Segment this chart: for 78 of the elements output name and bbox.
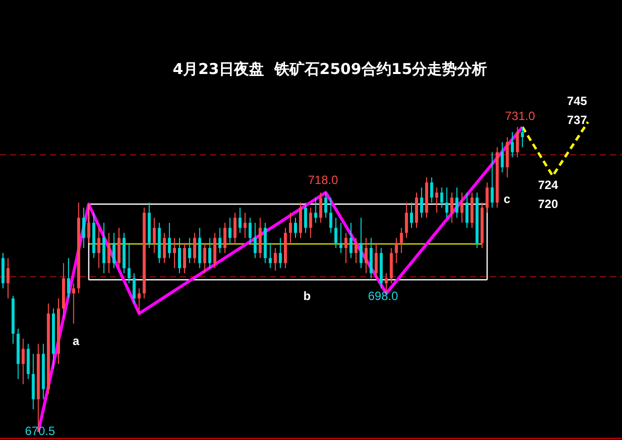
candlestick (152, 217, 156, 254)
candlestick (354, 237, 358, 264)
candlestick (288, 212, 292, 244)
candlestick (233, 212, 236, 244)
candlestick (6, 258, 10, 299)
candlestick (193, 232, 196, 264)
candlestick (278, 237, 282, 269)
candlestick (248, 217, 252, 244)
annotation: 724 (538, 178, 558, 192)
candlestick (404, 202, 408, 238)
candlestick (172, 237, 176, 269)
candlestick (500, 142, 504, 173)
candlestick (455, 186, 458, 218)
candlestick (520, 126, 524, 148)
candlestick (440, 186, 444, 208)
candlestick (410, 202, 413, 228)
candlestick (22, 338, 25, 385)
candlestick (82, 207, 86, 248)
candlestick (244, 212, 247, 238)
candlestick (445, 186, 448, 218)
candlestick (334, 217, 338, 248)
candlestick (178, 237, 182, 274)
candlestick (294, 217, 297, 238)
candlestick (314, 197, 318, 224)
annotation: 718.0 (308, 173, 338, 187)
candlestick (138, 288, 141, 314)
candlestick (162, 232, 166, 264)
candlestick (435, 186, 438, 214)
candlestick (112, 232, 116, 269)
candlestick (208, 237, 212, 269)
candlestick (344, 232, 348, 264)
candlestick (228, 217, 232, 244)
candlestick (465, 192, 468, 228)
candlestick (339, 222, 342, 254)
candlestick (364, 237, 368, 274)
candlestick (349, 222, 352, 259)
text: 731.0 (504, 109, 536, 123)
candlestick (238, 207, 242, 234)
candlestick (254, 222, 257, 259)
candlestick (72, 282, 76, 324)
candlestick (460, 192, 464, 224)
candlestick (128, 242, 131, 284)
candlestick (168, 222, 171, 259)
candlestick (490, 152, 494, 208)
candlestick (510, 132, 514, 158)
candlestick (268, 242, 272, 269)
candlestick (132, 272, 136, 304)
candlestick (218, 227, 222, 254)
candlestick (309, 207, 312, 238)
annotation: 720 (538, 197, 558, 211)
annotation: 698.0 (368, 289, 398, 303)
candlestick (516, 126, 519, 158)
candlestick (107, 232, 110, 274)
candlestick (203, 242, 206, 274)
annotation: 670.5 (24, 424, 56, 438)
candlestick (324, 192, 328, 218)
candlestick (97, 227, 100, 269)
candlestick (274, 247, 277, 272)
chart-title: 4月23日夜盘 铁矿石2509合约15分走势分析 (172, 60, 488, 78)
text: 745 (566, 94, 588, 108)
candlestick (394, 237, 398, 264)
candlestick (360, 217, 363, 269)
annotation: a (72, 334, 80, 348)
candlestick (183, 242, 186, 274)
candlestick (67, 258, 70, 299)
candlestick (329, 197, 332, 234)
annotation: b (303, 289, 311, 303)
candlestick (400, 227, 403, 254)
annotation: 737 (566, 113, 588, 127)
candlestick (319, 192, 322, 224)
candlestick (450, 192, 454, 224)
candlestick (420, 186, 424, 218)
annotation: c (504, 192, 511, 206)
candlestick (188, 237, 192, 264)
candlestick (304, 202, 308, 234)
candlestick (223, 222, 226, 254)
candlestick (374, 242, 378, 279)
candlestick (430, 176, 434, 204)
